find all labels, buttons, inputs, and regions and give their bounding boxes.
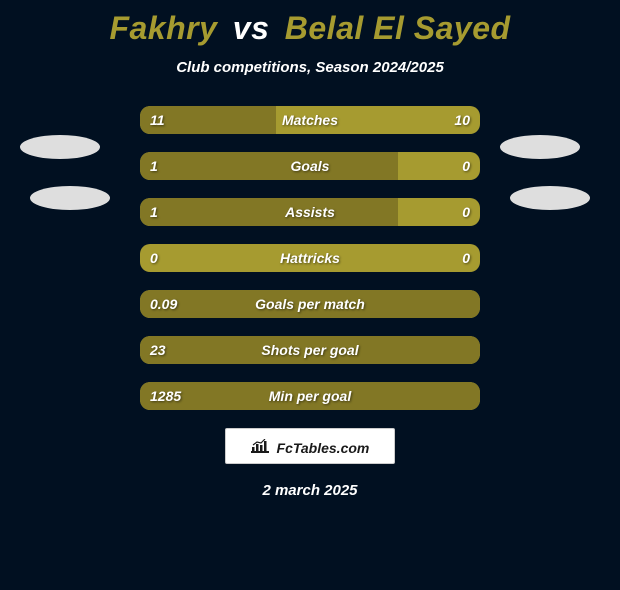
stat-label: Goals per match: [140, 290, 480, 318]
stat-label: Shots per goal: [140, 336, 480, 364]
team-logo-placeholder: [510, 186, 590, 210]
stat-label: Goals: [140, 152, 480, 180]
badge-text: FcTables.com: [277, 430, 370, 466]
stat-label: Assists: [140, 198, 480, 226]
stat-label: Min per goal: [140, 382, 480, 410]
subtitle: Club competitions, Season 2024/2025: [0, 59, 620, 76]
player2-name: Belal El Sayed: [285, 10, 511, 46]
team-logo-placeholder: [30, 186, 110, 210]
fctables-badge: FcTables.com: [225, 428, 395, 464]
stat-row: 00Hattricks: [0, 244, 620, 272]
stat-row: 1110Matches: [0, 106, 620, 134]
stat-row: 0.09Goals per match: [0, 290, 620, 318]
team-logo-placeholder: [20, 135, 100, 159]
title-vs: vs: [233, 10, 270, 46]
stat-row: 1285Min per goal: [0, 382, 620, 410]
team-logo-placeholder: [500, 135, 580, 159]
stat-row: 23Shots per goal: [0, 336, 620, 364]
chart-icon: [251, 430, 269, 466]
stat-label: Matches: [140, 106, 480, 134]
stat-label: Hattricks: [140, 244, 480, 272]
date-label: 2 march 2025: [0, 482, 620, 499]
player1-name: Fakhry: [109, 10, 217, 46]
comparison-title: Fakhry vs Belal El Sayed: [0, 10, 620, 47]
